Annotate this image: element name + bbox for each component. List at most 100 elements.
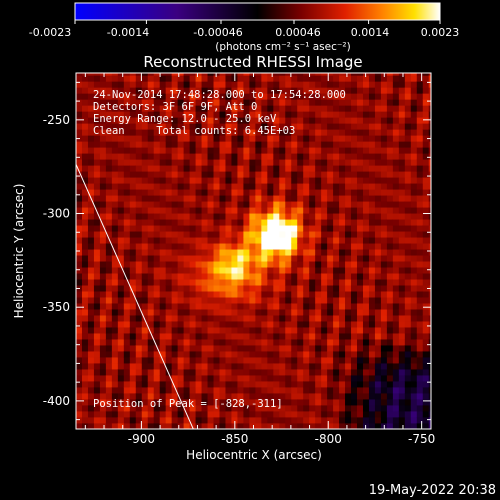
heatmap-cell	[303, 279, 310, 286]
heatmap-cell	[171, 261, 179, 268]
heatmap-cell	[213, 273, 220, 280]
heatmap-cell	[189, 219, 196, 226]
heatmap-cell	[135, 369, 143, 376]
heatmap-cell	[428, 357, 431, 364]
heatmap-cell	[117, 321, 125, 328]
heatmap-cell	[321, 117, 328, 124]
heatmap-cell	[165, 273, 173, 280]
heatmap-cell	[99, 261, 107, 268]
heatmap-cell	[362, 99, 370, 106]
heatmap-cell	[303, 351, 310, 358]
heatmap-cell	[189, 399, 196, 406]
heatmap-cell	[141, 201, 149, 208]
heatmap-cell	[339, 351, 346, 358]
heatmap-cell	[207, 369, 214, 376]
heatmap-cell	[195, 243, 202, 250]
heatmap-cell	[201, 351, 208, 358]
heatmap-cell	[416, 73, 424, 76]
heatmap-cell	[315, 135, 322, 142]
heatmap-cell	[428, 201, 431, 208]
heatmap-cell	[81, 369, 89, 376]
heatmap-cell	[339, 297, 346, 304]
heatmap-cell	[99, 219, 107, 226]
heatmap-cell	[171, 75, 179, 82]
heatmap-cell	[243, 135, 250, 142]
heatmap-cell	[219, 303, 226, 310]
heatmap-cell	[195, 345, 202, 352]
heatmap-cell	[392, 351, 400, 358]
heatmap-cell	[279, 357, 286, 364]
heatmap-cell	[404, 249, 412, 256]
heatmap-cell	[374, 219, 382, 226]
heatmap-cell	[368, 201, 376, 208]
heatmap-cell	[165, 207, 173, 214]
heatmap-cell	[231, 147, 238, 154]
heatmap-cell	[357, 339, 364, 346]
heatmap-cell	[81, 261, 89, 268]
heatmap-cell	[249, 345, 256, 352]
heatmap-cell	[345, 333, 352, 340]
heatmap-cell	[315, 177, 322, 184]
heatmap-cell	[123, 417, 131, 424]
heatmap-cell	[159, 225, 167, 232]
heatmap-cell	[243, 183, 250, 190]
heatmap-cell	[219, 369, 226, 376]
heatmap-cell	[243, 381, 250, 388]
heatmap-cell	[153, 105, 161, 112]
heatmap-cell	[327, 273, 334, 280]
heatmap-cell	[81, 159, 89, 166]
heatmap-cell	[333, 303, 340, 310]
heatmap-cell	[189, 279, 196, 286]
heatmap-cell	[87, 309, 95, 316]
heatmap-cell	[105, 231, 113, 238]
heatmap-cell	[291, 195, 298, 202]
heatmap-cell	[141, 99, 149, 106]
heatmap-cell	[321, 219, 328, 226]
heatmap-cell	[81, 195, 89, 202]
heatmap-cell	[404, 321, 412, 328]
heatmap-cell	[99, 285, 107, 292]
heatmap-cell	[189, 237, 196, 244]
heatmap-cell	[207, 141, 214, 148]
heatmap-cell	[357, 393, 364, 400]
heatmap-cell	[321, 393, 328, 400]
heatmap-cell	[404, 369, 412, 376]
heatmap-cell	[225, 363, 232, 370]
heatmap-cell	[153, 165, 161, 172]
heatmap-cell	[177, 369, 185, 376]
heatmap-cell	[111, 357, 119, 364]
heatmap-cell	[219, 219, 226, 226]
heatmap-cell	[321, 135, 328, 142]
heatmap-cell	[141, 243, 149, 250]
heatmap-cell	[398, 129, 406, 136]
heatmap-cell	[362, 123, 370, 130]
heatmap-cell	[171, 339, 179, 346]
heatmap-cell	[213, 99, 220, 106]
heatmap-cell	[231, 135, 238, 142]
heatmap-cell	[99, 153, 107, 160]
heatmap-cell	[117, 201, 125, 208]
heatmap-cell	[291, 297, 298, 304]
heatmap-cell	[225, 111, 232, 118]
heatmap-cell	[183, 159, 190, 166]
heatmap-cell	[398, 99, 406, 106]
heatmap-cell	[183, 99, 190, 106]
heatmap-cell	[237, 243, 244, 250]
heatmap-cell	[428, 243, 431, 250]
heatmap-cell	[279, 225, 286, 232]
heatmap-cell	[189, 417, 196, 424]
heatmap-cell	[416, 303, 424, 310]
heatmap-cell	[291, 177, 298, 184]
heatmap-cell	[267, 369, 274, 376]
heatmap-cell	[171, 309, 179, 316]
heatmap-cell	[213, 393, 220, 400]
heatmap-cell	[99, 243, 107, 250]
heatmap-cell	[153, 87, 161, 94]
heatmap-cell	[339, 123, 346, 130]
heatmap-cell	[129, 357, 137, 364]
heatmap-cell	[392, 249, 400, 256]
heatmap-cell	[398, 219, 406, 226]
heatmap-cell	[333, 315, 340, 322]
heatmap-cell	[117, 249, 125, 256]
heatmap-cell	[327, 345, 334, 352]
